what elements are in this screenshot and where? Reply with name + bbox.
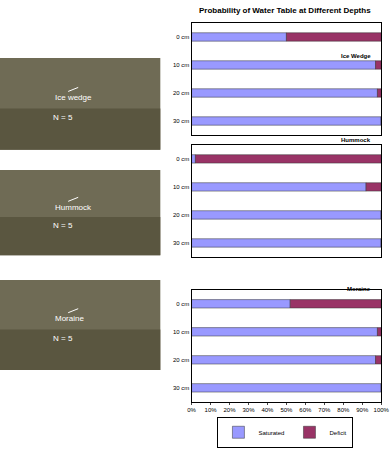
svg-text:Ice wedge: Ice wedge [55,93,92,102]
svg-text:80%: 80% [337,407,350,413]
svg-text:10 cm: 10 cm [173,184,189,190]
svg-text:0 cm: 0 cm [176,301,189,307]
svg-text:20 cm: 20 cm [173,357,189,363]
svg-text:Moraine: Moraine [347,286,371,292]
svg-text:Saturated: Saturated [258,430,284,436]
svg-text:70%: 70% [318,407,331,413]
svg-text:N = 5: N = 5 [53,113,73,122]
svg-text:60%: 60% [299,407,312,413]
svg-text:100%: 100% [374,407,390,413]
svg-text:0 cm: 0 cm [176,34,189,40]
svg-text:0 cm: 0 cm [176,156,189,162]
svg-text:50%: 50% [280,407,293,413]
svg-text:N = 5: N = 5 [53,221,73,230]
svg-text:Moraine: Moraine [55,314,84,323]
svg-text:10 cm: 10 cm [173,329,189,335]
svg-text:30 cm: 30 cm [173,240,189,246]
svg-text:Deficit: Deficit [329,430,346,436]
svg-text:90%: 90% [356,407,369,413]
svg-text:Hummock: Hummock [341,137,371,143]
svg-text:0%: 0% [187,407,196,413]
svg-text:N = 5: N = 5 [53,334,73,343]
svg-text:Ice Wedge: Ice Wedge [341,53,371,59]
svg-text:10%: 10% [205,407,218,413]
svg-text:30 cm: 30 cm [173,385,189,391]
svg-text:20 cm: 20 cm [173,212,189,218]
svg-text:30%: 30% [242,407,255,413]
svg-text:10 cm: 10 cm [173,62,189,68]
svg-text:30 cm: 30 cm [173,118,189,124]
svg-text:Hummock: Hummock [55,203,92,212]
svg-text:20%: 20% [224,407,237,413]
svg-text:40%: 40% [261,407,274,413]
svg-text:20 cm: 20 cm [173,90,189,96]
svg-text:Probability of Water Table at: Probability of Water Table at Different … [199,6,371,15]
